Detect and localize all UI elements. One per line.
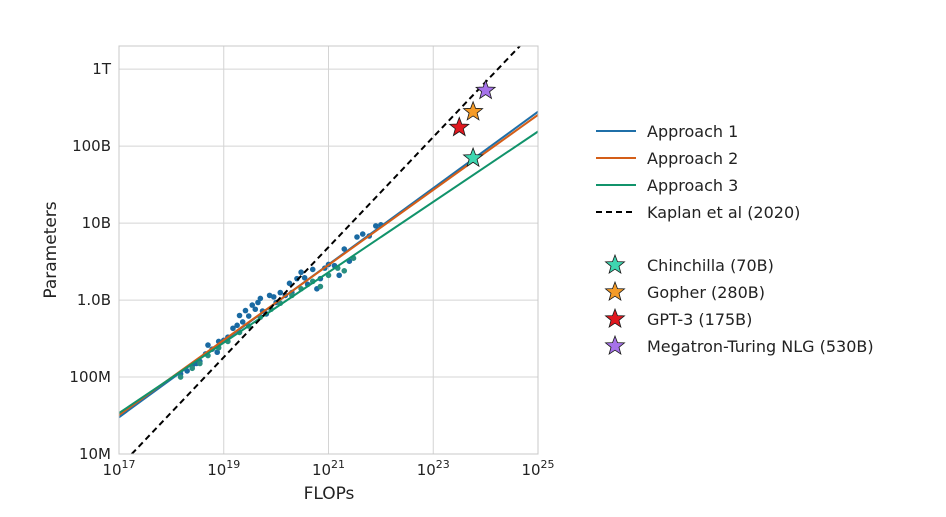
data-point: [214, 349, 221, 356]
data-point: [189, 365, 196, 372]
data-point: [255, 299, 261, 306]
plot-area: [119, 46, 538, 454]
legend-label: Approach 2: [647, 149, 738, 168]
data-point: [372, 223, 379, 229]
y-tick-label: 10M: [79, 445, 111, 463]
data-point: [205, 342, 211, 348]
x-tick-label: 1021: [312, 458, 345, 479]
x-tick-base: 10: [207, 461, 226, 479]
legend-label: Megatron-Turing NLG (530B): [647, 337, 874, 356]
data-point: [242, 307, 249, 314]
data-point: [309, 266, 316, 273]
legend-label: Approach 1: [647, 122, 738, 141]
data-point: [301, 274, 308, 281]
data-point: [249, 302, 256, 308]
x-tick-exponent: 25: [541, 458, 555, 471]
data-point: [354, 234, 360, 240]
x-tick-label: 1019: [207, 458, 240, 479]
data-point: [270, 294, 277, 300]
y-tick-label: 10B: [82, 214, 111, 232]
x-tick-base: 10: [417, 461, 436, 479]
legend-label: Kaplan et al (2020): [647, 203, 800, 222]
series-line: [131, 46, 521, 454]
scatter-series: [177, 255, 357, 380]
model-star-marker: [448, 116, 470, 137]
legend: Approach 1 Approach 2 Approach 3 Kaplan et …: [596, 122, 874, 356]
data-point: [197, 360, 203, 367]
x-tick-label: 1023: [417, 458, 450, 479]
x-axis-label: FLOPs: [304, 484, 355, 504]
legend-label: GPT-3 (175B): [647, 310, 752, 329]
data-point: [230, 325, 236, 332]
data-point: [257, 295, 264, 302]
x-tick-base: 10: [312, 461, 331, 479]
model-star-marker: [462, 146, 484, 168]
y-tick-label: 1T: [92, 60, 112, 78]
y-axis-label: Parameters: [41, 201, 61, 298]
legend-label: Gopher (280B): [647, 283, 765, 302]
x-tick-label: 1025: [521, 458, 554, 479]
data-point: [359, 231, 366, 237]
x-tick-exponent: 17: [122, 458, 136, 471]
y-tick-label: 1.0B: [77, 291, 111, 309]
x-tick-label: 1017: [102, 458, 135, 479]
legend-star-swatch: [604, 334, 626, 356]
data-point: [239, 319, 246, 325]
model-star-marker: [462, 100, 484, 121]
data-point: [341, 268, 348, 274]
y-tick-label: 100M: [69, 368, 111, 386]
x-tick-exponent: 23: [436, 458, 450, 471]
data-point: [317, 283, 324, 290]
legend-label: Chinchilla (70B): [647, 256, 774, 275]
x-tick-exponent: 19: [226, 458, 240, 471]
model-star-marker: [475, 79, 497, 100]
legend-star-swatch: [604, 253, 626, 275]
legend-label: Approach 3: [647, 176, 738, 195]
data-point: [277, 289, 284, 296]
data-point: [245, 313, 252, 319]
x-tick-labels: 1017 1019 1021 1023 1025: [102, 458, 554, 479]
data-point: [341, 246, 348, 252]
data-point: [252, 306, 259, 313]
data-point: [298, 269, 304, 276]
data-point: [286, 280, 293, 287]
x-tick-base: 10: [521, 461, 540, 479]
series-line: [119, 130, 538, 414]
data-point: [236, 312, 243, 319]
legend-star-swatch: [604, 280, 626, 302]
data-point: [336, 272, 342, 279]
data-point: [234, 322, 240, 329]
data-point: [177, 374, 184, 380]
y-tick-label: 100B: [72, 137, 111, 155]
x-tick-exponent: 21: [331, 458, 345, 471]
y-tick-labels: 10M 100M 1.0B 10B 100B 1T: [69, 60, 111, 463]
legend-star-swatch: [604, 307, 626, 329]
x-tick-base: 10: [102, 461, 121, 479]
plot-frame: [118, 45, 539, 455]
